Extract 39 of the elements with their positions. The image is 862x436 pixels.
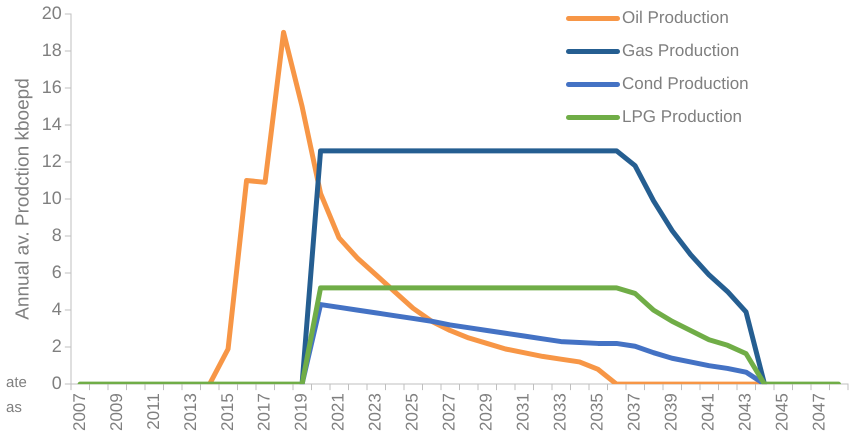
- y-tick-label: 0: [52, 373, 62, 394]
- y-tick-label: 12: [42, 150, 62, 171]
- x-tick-label: 2025: [402, 393, 422, 432]
- x-tick-label: 2033: [550, 393, 570, 432]
- x-tick-label: 2027: [440, 393, 459, 432]
- legend-label: LPG Production: [622, 107, 742, 127]
- y-tick-label: 4: [52, 299, 62, 320]
- x-tick-label: 2013: [180, 393, 200, 432]
- x-tick-label: 2021: [328, 393, 348, 432]
- x-tick-label: 2047: [810, 393, 829, 432]
- y-tick-label: 20: [42, 2, 62, 23]
- x-tick-label: 2023: [366, 393, 385, 432]
- legend-label: Oil Production: [622, 8, 729, 28]
- y-tick-label: 16: [42, 76, 62, 97]
- legend-label: Cond Production: [622, 74, 749, 94]
- x-tick-label: 2015: [218, 393, 237, 432]
- text: as: [6, 399, 22, 416]
- x-tick-label: 2009: [106, 393, 126, 432]
- x-tick-label: 2043: [736, 393, 755, 432]
- y-tick-label: 8: [52, 225, 62, 245]
- y-tick-label: 10: [42, 188, 62, 208]
- x-tick-label: 2031: [514, 393, 533, 432]
- x-tick-label: 2007: [70, 393, 89, 432]
- y-axis-title: Annual av. Prodction kboepd: [12, 78, 34, 320]
- x-tick-label: 2017: [254, 393, 274, 432]
- x-tick-label: 2011: [144, 393, 163, 430]
- text: ate: [6, 374, 27, 391]
- x-tick-label: 2029: [476, 393, 496, 432]
- x-tick-label: 2041: [698, 393, 718, 432]
- y-tick-label: 6: [52, 262, 62, 282]
- y-tick-label: 2: [52, 336, 62, 356]
- x-tick-label: 2039: [662, 393, 681, 432]
- legend-label: Gas Production: [622, 41, 740, 61]
- y-tick-label: 14: [42, 114, 62, 134]
- y-tick-label: 18: [42, 40, 62, 60]
- x-tick-label: 2035: [588, 393, 607, 432]
- x-tick-label: 2037: [624, 393, 644, 432]
- x-tick-label: 2019: [292, 393, 311, 432]
- x-tick-label: 2045: [772, 393, 792, 432]
